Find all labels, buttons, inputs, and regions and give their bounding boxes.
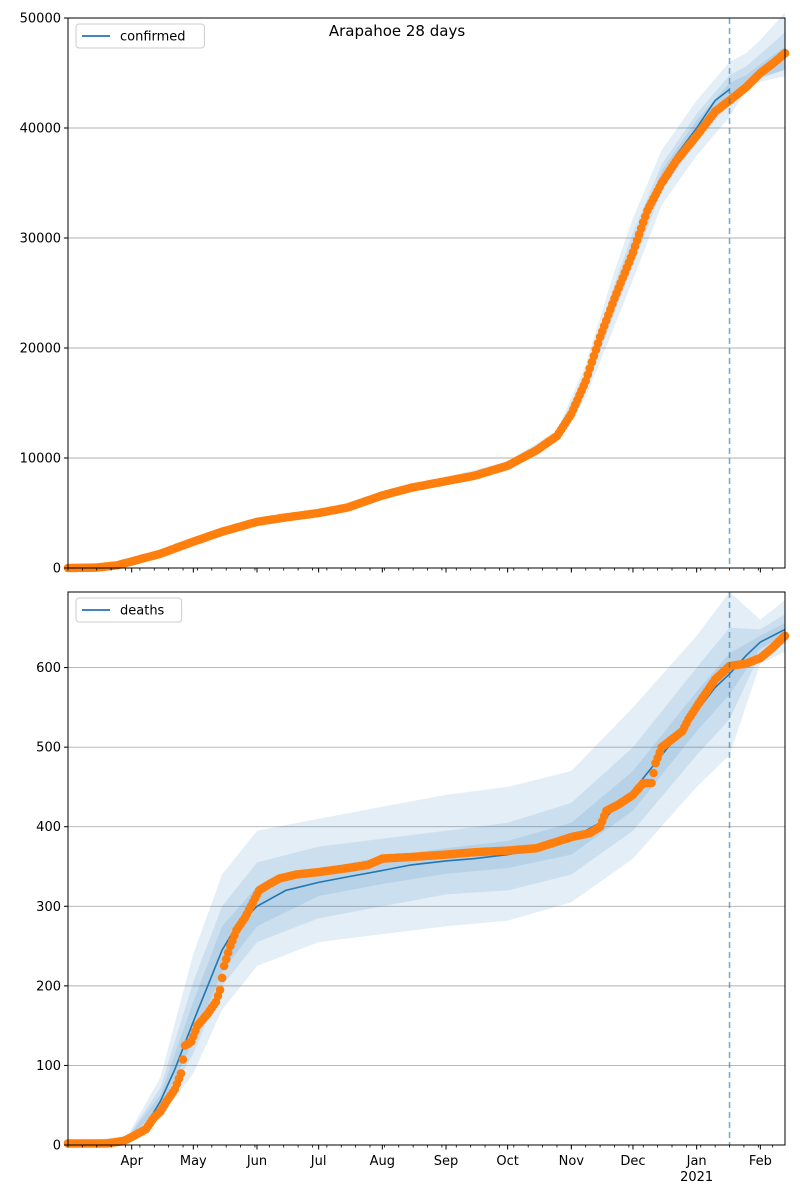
figure-title: Arapahoe 28 days bbox=[329, 22, 465, 40]
confirmed-panel: 0 10000 20000 30000 40000 50000 confirmed bbox=[20, 12, 790, 577]
y-tick-label: 200 bbox=[36, 979, 61, 994]
y-tick-label: 300 bbox=[36, 900, 61, 915]
y-tick-label: 0 bbox=[53, 1139, 61, 1154]
legend-label: deaths bbox=[120, 604, 165, 619]
y-tick-label: 600 bbox=[36, 661, 61, 676]
observed-point bbox=[649, 768, 658, 778]
uncertainty-band-inner bbox=[68, 623, 785, 1145]
x-tick-label: Jun bbox=[246, 1154, 267, 1169]
x-tick-label: Dec bbox=[620, 1154, 645, 1169]
observed-point bbox=[647, 778, 656, 788]
legend-box bbox=[75, 23, 205, 49]
deaths-panel: 0 100 200 300 400 500 600 Apr May Jun Jul Aug Sep Oct… bbox=[36, 591, 790, 1185]
y-tick-label: 30000 bbox=[20, 232, 61, 247]
uncertainty-band-outer bbox=[68, 592, 785, 1145]
legend-box bbox=[75, 597, 183, 623]
legend: confirmed bbox=[75, 23, 205, 49]
y-tick-label: 10000 bbox=[20, 452, 61, 467]
observed-point bbox=[176, 1069, 186, 1078]
observed-point bbox=[215, 985, 225, 995]
x-tick-label: Jan bbox=[686, 1154, 707, 1169]
legend-label: confirmed bbox=[120, 30, 186, 45]
observed-point bbox=[178, 1055, 188, 1064]
x-tick-label: Nov bbox=[559, 1154, 585, 1169]
y-tick-label: 50000 bbox=[20, 12, 61, 27]
x-tick-label: May bbox=[180, 1154, 207, 1169]
y-tick-label: 0 bbox=[53, 562, 61, 577]
x-tick-label: Sep bbox=[434, 1154, 459, 1169]
y-tick-label: 40000 bbox=[20, 122, 61, 137]
uncertainty-band-middle bbox=[68, 614, 785, 1145]
x-tick-label: Feb bbox=[749, 1154, 772, 1169]
y-tick-label: 500 bbox=[36, 741, 61, 756]
axes-frame bbox=[67, 17, 786, 569]
observed-points bbox=[63, 48, 790, 573]
x-tick-label: Jul bbox=[310, 1154, 327, 1169]
observed-point bbox=[219, 961, 229, 971]
x-tick-label: Oct bbox=[496, 1154, 518, 1169]
y-tick-label: 20000 bbox=[20, 342, 61, 357]
x-tick-sublabel: 2021 bbox=[680, 1170, 713, 1185]
observed-point bbox=[221, 955, 231, 964]
y-tick-label: 400 bbox=[36, 820, 61, 835]
legend: deaths bbox=[75, 597, 183, 623]
axes-frame bbox=[67, 591, 786, 1146]
observed-points bbox=[63, 631, 790, 1148]
observed-point bbox=[217, 973, 227, 983]
x-tick-label: Aug bbox=[370, 1154, 395, 1169]
y-tick-label: 100 bbox=[36, 1059, 61, 1074]
observed-point bbox=[223, 948, 233, 957]
x-tick-label: Apr bbox=[120, 1154, 143, 1169]
